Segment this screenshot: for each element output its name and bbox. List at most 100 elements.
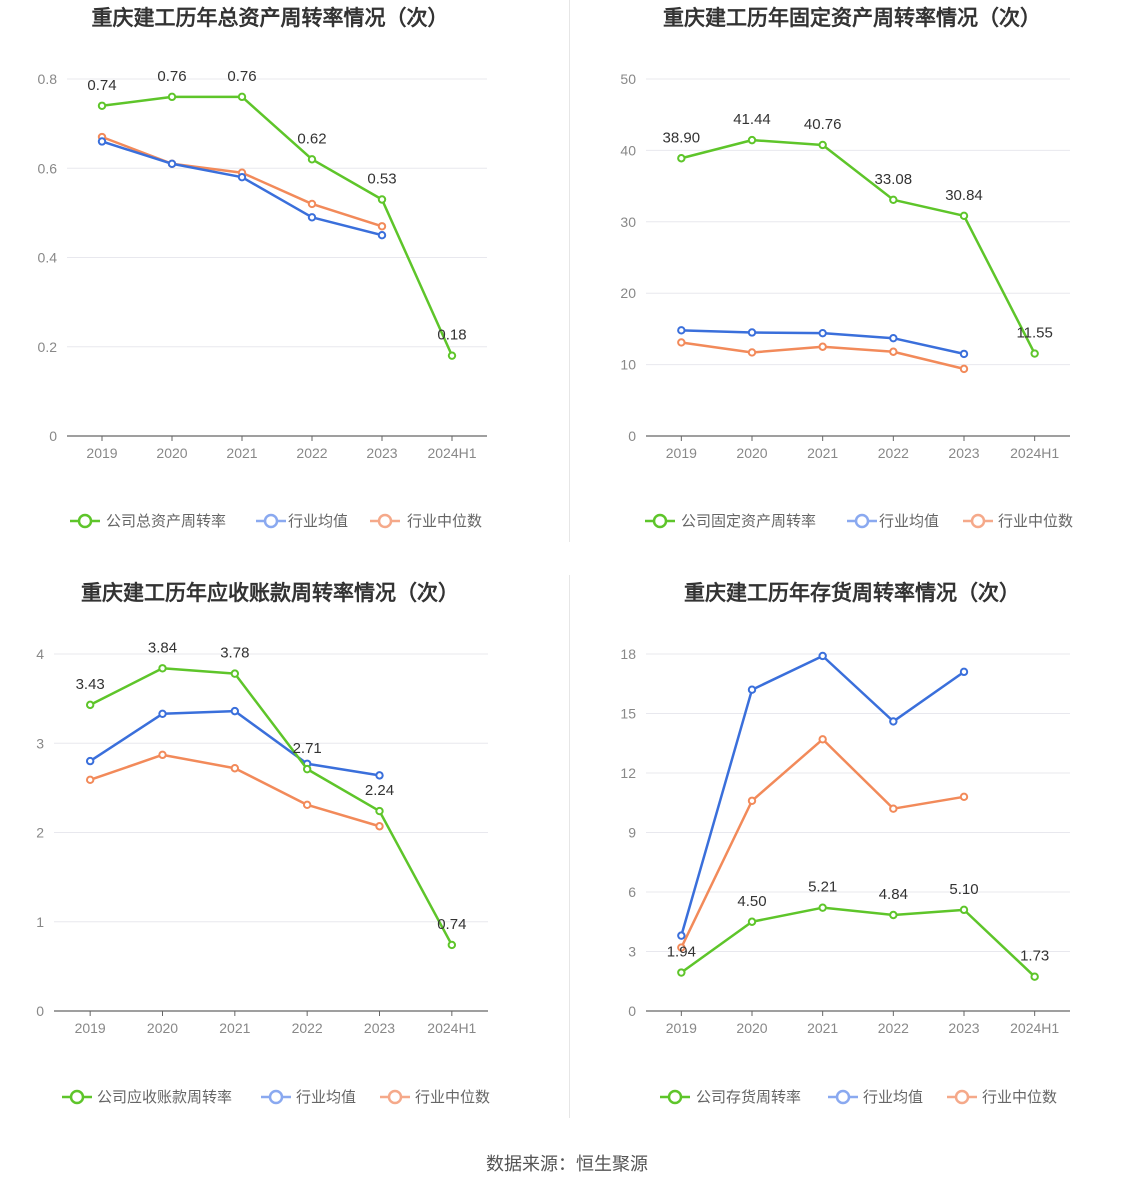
data-label: 38.90	[663, 129, 701, 146]
data-point-avg	[889, 333, 898, 343]
data-point-avg	[818, 651, 827, 661]
y-tick-label: 20	[620, 285, 636, 301]
y-tick-label: 0	[36, 1003, 44, 1019]
data-label: 3.78	[220, 645, 249, 662]
data-point-median	[158, 750, 167, 760]
legend-marker	[954, 1089, 970, 1105]
x-tick-label: 2023	[364, 1020, 395, 1036]
data-label: 40.76	[804, 116, 842, 133]
legend-marker	[77, 513, 93, 529]
data-point-company	[447, 351, 457, 360]
data-point-median	[377, 222, 387, 231]
chart-svg: 重庆建工历年固定资产周转率情况（次） 0 10 20 30 40 50 2019 2020 202…	[620, 6, 1073, 530]
x-tick-label: 2021	[807, 1020, 838, 1036]
data-point-avg	[158, 709, 167, 718]
chart-title: 重庆建工历年应收账款周转率情况（次）	[81, 581, 459, 605]
x-tick-label: 2022	[878, 1020, 909, 1036]
data-point-company	[677, 968, 686, 977]
data-label: 33.08	[875, 171, 913, 188]
chart-inventory-turnover: 重庆建工历年存货周转率情况（次） 0 3 6 9 12 15 18 2019 2020 2021 20…	[571, 575, 1134, 1120]
data-point-median	[677, 943, 686, 952]
y-tick-label: 0	[49, 428, 57, 444]
series-line-avg	[101, 140, 383, 237]
series-line-company	[101, 95, 454, 357]
x-tick-label: 2023	[366, 445, 397, 461]
chart-title: 重庆建工历年存货周转率情况（次）	[684, 581, 1020, 605]
data-point-avg	[959, 667, 969, 677]
x-tick-label: 2020	[156, 445, 187, 461]
legend-marker	[69, 1089, 85, 1105]
x-tick-label: 2023	[948, 445, 979, 461]
x-tick-label: 2023	[948, 1020, 979, 1036]
y-tick-label: 10	[620, 357, 636, 373]
x-tick-label: 2024H1	[427, 1020, 476, 1036]
chart-receivables-turnover: 重庆建工历年应收账款周转率情况（次） 0 1 2 3 4 2019 2020 2021 2022 2…	[0, 575, 567, 1120]
data-label: 30.84	[945, 187, 983, 204]
y-tick-label: 0	[628, 428, 636, 444]
data-point-company	[237, 92, 247, 102]
legend-label: 行业均值	[879, 513, 939, 530]
data-point-company	[747, 917, 757, 926]
data-point-avg	[747, 685, 757, 694]
data-point-company	[677, 154, 686, 163]
data-point-company	[167, 92, 177, 102]
series-line-company	[680, 906, 1036, 978]
data-label: 0.74	[87, 77, 116, 94]
x-tick-label: 2024H1	[1010, 445, 1059, 461]
chart-svg: 重庆建工历年应收账款周转率情况（次） 0 1 2 3 4 2019 2020 2021 2022 2…	[36, 581, 490, 1106]
y-tick-label: 50	[620, 71, 636, 87]
data-point-company	[1030, 349, 1039, 358]
y-tick-label: 6	[628, 884, 636, 900]
y-tick-label: 4	[36, 646, 44, 662]
series-line-median	[680, 738, 965, 949]
data-point-company	[889, 195, 898, 205]
data-point-avg	[85, 756, 95, 766]
data-label: 0.18	[437, 327, 466, 344]
data-point-median	[959, 364, 969, 374]
chart-svg: 重庆建工历年总资产周转率情况（次） 0 0.2 0.4 0.6 0.8 2019 2020 20…	[38, 6, 487, 530]
data-point-company	[447, 940, 457, 950]
y-tick-label: 30	[620, 214, 636, 230]
y-tick-label: 0	[628, 1003, 636, 1019]
data-label: 41.44	[733, 111, 771, 128]
data-point-company	[307, 155, 317, 164]
y-tick-label: 3	[628, 944, 636, 960]
data-source-note: 数据来源：恒生聚源	[486, 1154, 648, 1174]
data-point-company	[818, 903, 827, 912]
data-point-company	[375, 806, 384, 816]
data-point-median	[959, 792, 969, 802]
y-tick-label: 3	[36, 735, 44, 751]
x-tick-label: 2019	[666, 1020, 697, 1036]
legend-label: 行业均值	[296, 1089, 356, 1106]
x-tick-label: 2024H1	[1010, 1020, 1059, 1036]
legend-label: 行业均值	[863, 1089, 923, 1106]
legend-label: 公司总资产周转率	[106, 513, 226, 530]
data-point-median	[889, 804, 898, 813]
legend-marker	[263, 513, 279, 529]
data-point-avg	[97, 137, 107, 146]
data-label: 3.84	[148, 639, 177, 656]
x-tick-label: 2019	[75, 1020, 106, 1036]
y-tick-label: 0.4	[38, 250, 58, 266]
y-tick-label: 1	[36, 914, 44, 930]
y-tick-label: 0.8	[38, 71, 58, 87]
data-point-avg	[377, 230, 387, 240]
y-tick-label: 9	[628, 825, 636, 841]
data-point-company	[747, 135, 757, 145]
data-point-median	[230, 764, 240, 773]
series-line-company	[681, 138, 1036, 355]
legend-marker	[387, 1089, 403, 1105]
data-point-median	[302, 800, 312, 810]
chart-title: 重庆建工历年固定资产周转率情况（次）	[663, 6, 1041, 30]
chart-fixed-asset-turnover: 重庆建工历年固定资产周转率情况（次） 0 10 20 30 40 50 2019 2020 202…	[571, 0, 1134, 545]
data-point-median	[889, 347, 898, 356]
data-point-median	[747, 796, 757, 805]
data-label: 1.94	[667, 944, 696, 961]
legend-marker	[970, 513, 986, 529]
x-tick-label: 2020	[147, 1020, 178, 1036]
series-line-company	[89, 667, 453, 946]
legend-marker	[854, 513, 870, 529]
x-tick-label: 2021	[226, 445, 257, 461]
y-tick-label: 0.6	[38, 160, 58, 176]
data-point-company	[889, 910, 898, 920]
